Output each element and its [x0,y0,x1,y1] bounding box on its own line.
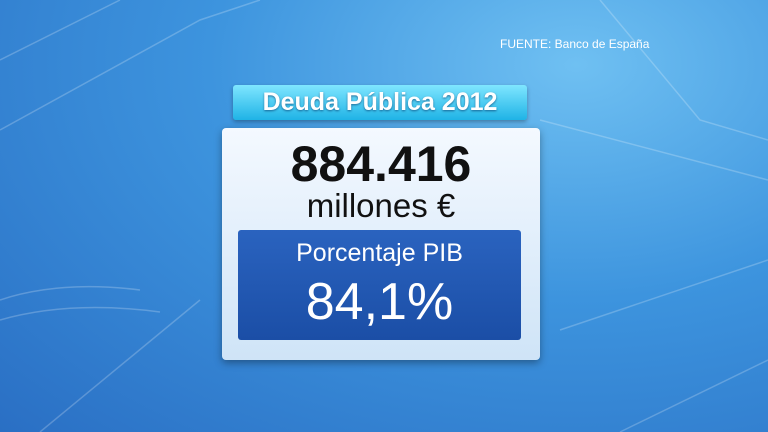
gdp-box: Porcentaje PIB 84,1% [238,230,521,340]
source: FUENTE: Banco de España [500,37,650,51]
gdp-label: Porcentaje PIB [296,239,463,267]
info-panel: 884.416 millones € Porcentaje PIB 84,1% [222,128,540,360]
gdp-value: 84,1% [305,273,454,331]
amount-unit: millones € [306,187,456,224]
title-banner: Deuda Pública 2012 [233,85,527,120]
amount-value: 884.416 [290,136,472,192]
